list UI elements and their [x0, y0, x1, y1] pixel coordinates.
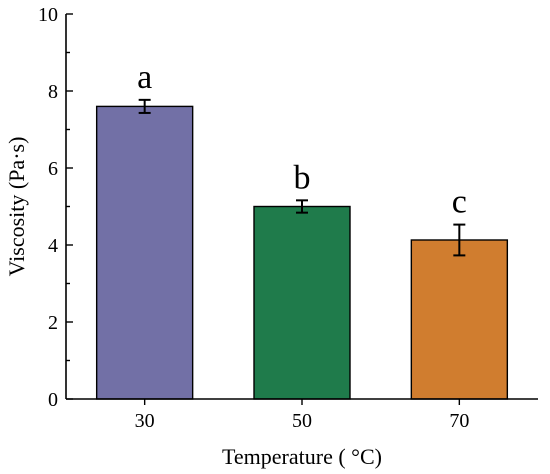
x-ticks-group: 30 50 70 [135, 399, 469, 432]
y-tick-label: 4 [48, 235, 58, 257]
significance-letters-group: a b c [137, 59, 467, 221]
y-tick-label: 10 [38, 4, 58, 26]
x-tick-label: 50 [292, 410, 312, 432]
y-tick-label: 2 [48, 312, 58, 334]
x-tick-label: 30 [135, 410, 155, 432]
error-bar-70 [453, 223, 466, 257]
x-axis-title: Temperature ( °C) [222, 444, 382, 469]
error-bar-50 [296, 199, 308, 214]
bar-30 [95, 105, 194, 400]
significance-letter: b [294, 159, 311, 196]
x-tick-label: 70 [449, 410, 469, 432]
y-tick-label: 8 [48, 81, 58, 103]
significance-letter: c [452, 184, 467, 221]
error-bars-group [138, 98, 466, 257]
y-tick-label: 0 [48, 389, 58, 411]
significance-letter: a [137, 59, 152, 96]
error-bar-30 [138, 98, 151, 114]
bars-group [95, 105, 509, 400]
bar-70 [410, 239, 509, 400]
y-ticks-group: 0 2 4 6 8 10 [38, 4, 73, 411]
y-tick-label: 6 [48, 158, 58, 180]
y-axis-title: Viscosity (Pa·s) [4, 137, 29, 277]
bar-50 [253, 205, 351, 400]
